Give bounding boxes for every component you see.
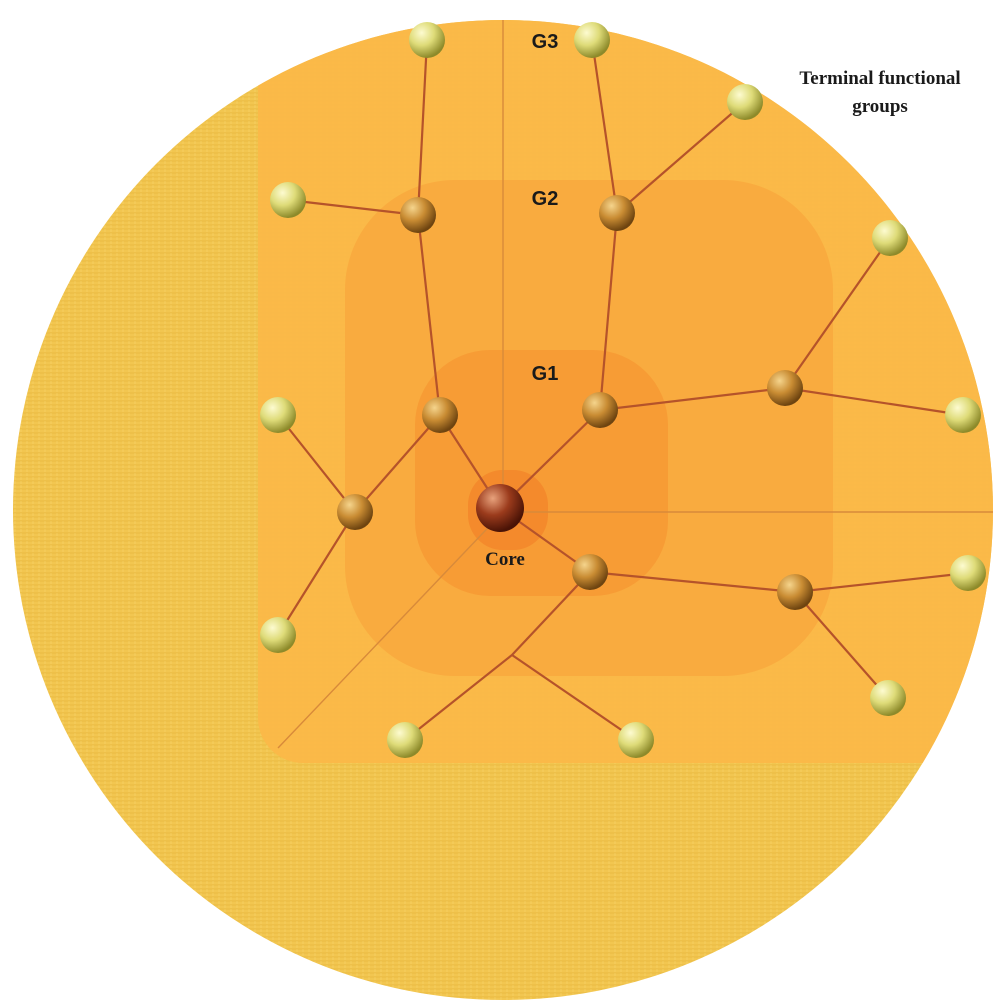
bond: [616, 101, 746, 214]
terminal-label: Terminal functional: [799, 68, 960, 89]
branch-node: [400, 197, 436, 233]
branch-node: [777, 574, 813, 610]
branch-node: [422, 397, 458, 433]
terminal-node: [872, 220, 908, 256]
terminal-groups: [260, 22, 986, 758]
generation-shells: [258, 20, 993, 763]
bond: [511, 654, 637, 741]
g3-label: G3: [532, 31, 559, 53]
branch-node: [337, 494, 373, 530]
terminal-node: [950, 555, 986, 591]
branch-nodes: [337, 195, 813, 610]
branch-node: [572, 554, 608, 590]
bond: [794, 591, 889, 699]
terminal-node: [409, 22, 445, 58]
g1-label: G1: [532, 363, 559, 385]
terminal-node: [270, 182, 306, 218]
terminal-node: [574, 22, 610, 58]
terminal-node: [945, 397, 981, 433]
bond: [354, 39, 442, 513]
terminal-node: [618, 722, 654, 758]
terminal-label: groups: [852, 96, 908, 117]
branch-node: [767, 370, 803, 406]
terminal-node: [260, 617, 296, 653]
terminal-node: [387, 722, 423, 758]
bond: [784, 237, 891, 389]
guide-line: [277, 511, 504, 749]
branch-node: [582, 392, 618, 428]
terminal-node: [260, 397, 296, 433]
core-label: Core: [485, 549, 525, 570]
shell-g1: [415, 350, 668, 596]
terminal-node: [727, 84, 763, 120]
core-node: [476, 484, 524, 532]
branch-node: [599, 195, 635, 231]
bond: [287, 198, 419, 217]
terminal-node: [870, 680, 906, 716]
g2-label: G2: [532, 188, 559, 210]
